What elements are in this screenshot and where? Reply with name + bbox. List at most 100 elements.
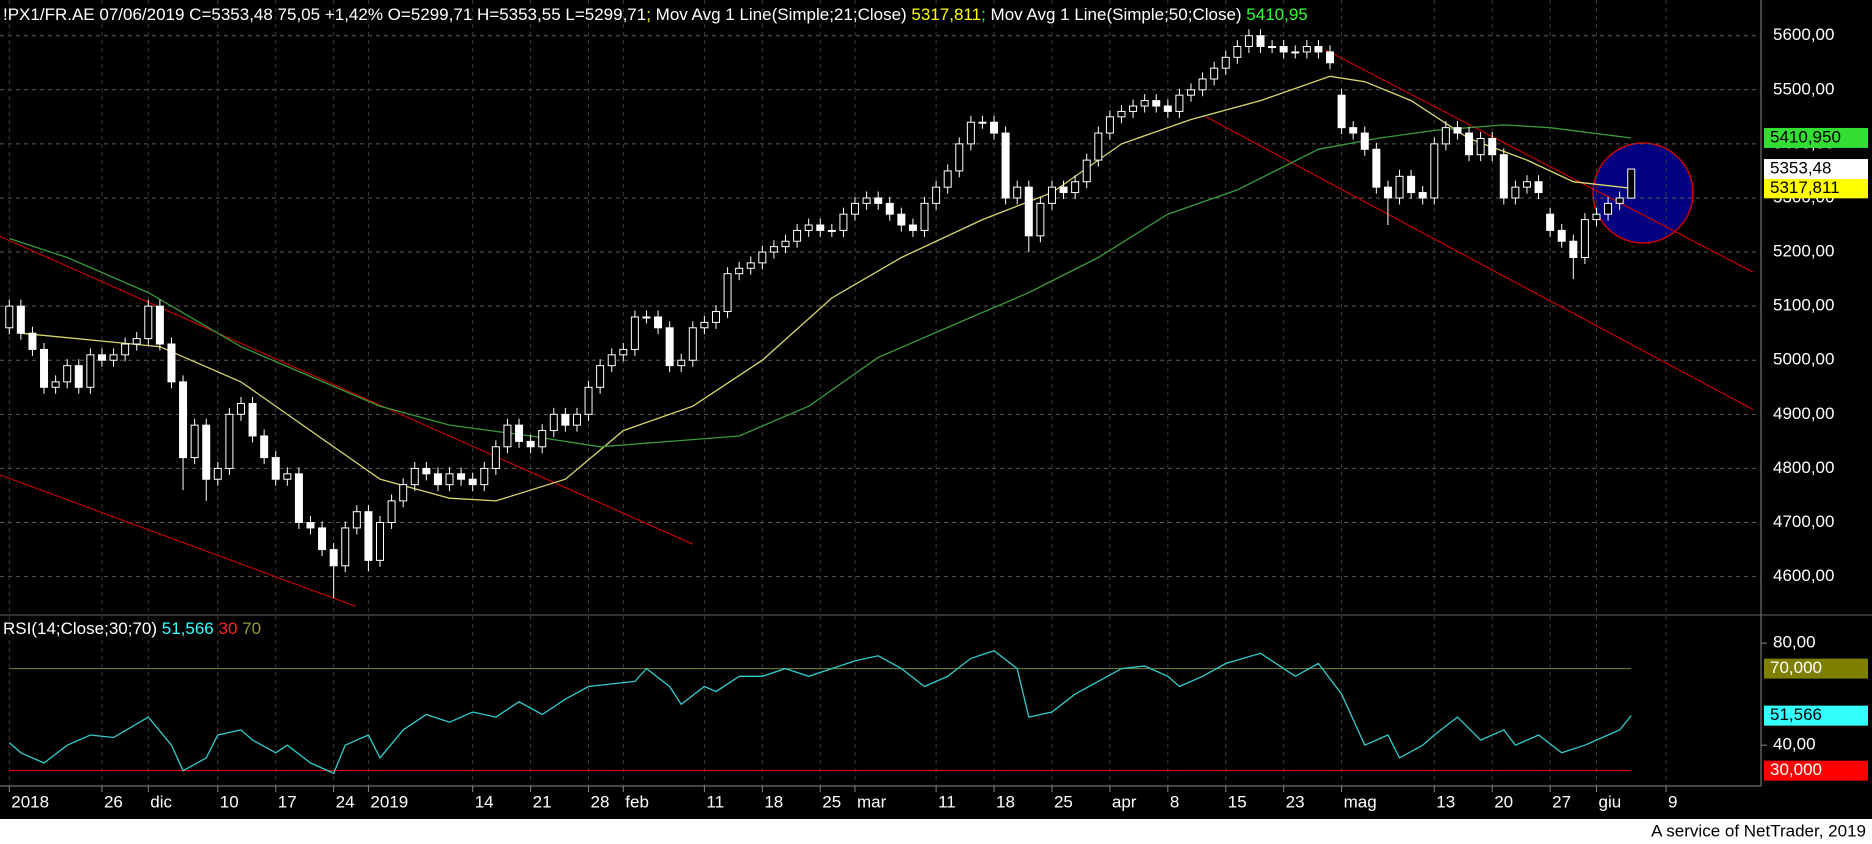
moving-average bbox=[20, 75, 1632, 502]
trend-line bbox=[0, 474, 356, 607]
candle-body bbox=[1117, 110, 1126, 118]
candle-body bbox=[190, 424, 199, 459]
candle-body bbox=[851, 202, 860, 215]
candle-body bbox=[758, 251, 767, 264]
candle-body bbox=[515, 424, 524, 442]
candle-body bbox=[28, 332, 37, 350]
x-tick-label: 21 bbox=[533, 792, 552, 811]
candle-body bbox=[781, 240, 790, 248]
candle-body bbox=[746, 262, 755, 269]
y-tick-label: 4800,00 bbox=[1773, 458, 1834, 477]
candle-body bbox=[179, 381, 188, 459]
candle-body bbox=[1001, 132, 1010, 199]
x-tick-label: 9 bbox=[1668, 792, 1677, 811]
candle-body bbox=[306, 522, 315, 529]
candle-body bbox=[526, 440, 535, 448]
y-tick-label: 5000,00 bbox=[1773, 350, 1834, 369]
candle-body bbox=[1349, 127, 1358, 134]
x-tick-label: 11 bbox=[938, 792, 956, 811]
x-tick-label: 2018 bbox=[11, 792, 49, 811]
candle-body bbox=[1279, 46, 1288, 53]
highlight-circle bbox=[1592, 142, 1694, 244]
candle-body bbox=[213, 467, 222, 480]
header-part: 30 bbox=[218, 619, 238, 638]
candle-body bbox=[1163, 105, 1172, 112]
candle-body bbox=[549, 413, 558, 432]
candle-body bbox=[1488, 137, 1497, 156]
header-part: 5410,95 bbox=[1246, 5, 1308, 24]
candle-body bbox=[1268, 46, 1277, 49]
y-tick-label: 5600,00 bbox=[1773, 25, 1834, 44]
candle-body bbox=[1337, 94, 1346, 129]
candle-body bbox=[202, 424, 211, 480]
candle-body bbox=[769, 246, 778, 253]
y-tick-label: 5200,00 bbox=[1773, 242, 1834, 261]
candle-body bbox=[723, 273, 732, 313]
x-tick-label: 11 bbox=[706, 792, 724, 811]
candle-body bbox=[1522, 181, 1531, 188]
ma-last-label: 5410,950 bbox=[1770, 127, 1841, 146]
trend-line bbox=[1205, 116, 1754, 410]
x-tick-label: 15 bbox=[1228, 792, 1247, 811]
ma-last-label-box bbox=[1764, 178, 1868, 199]
candle-body bbox=[619, 348, 628, 356]
close-label-box bbox=[1764, 159, 1868, 180]
x-tick-label: 8 bbox=[1170, 792, 1179, 811]
candle-body bbox=[572, 413, 581, 426]
x-tick-label: 25 bbox=[1054, 792, 1073, 811]
candle-body bbox=[1198, 78, 1207, 91]
candle-body bbox=[827, 229, 836, 232]
candle-body bbox=[1244, 35, 1253, 48]
candle-body bbox=[1291, 51, 1300, 54]
header-part: ; bbox=[646, 5, 651, 24]
candle-body bbox=[630, 316, 639, 350]
x-tick-label: mar bbox=[857, 792, 887, 811]
candle-body bbox=[457, 473, 466, 480]
ma-last-label-box bbox=[1764, 127, 1868, 148]
header-part: RSI(14;Close;30;70) bbox=[3, 619, 162, 638]
candle-body bbox=[642, 316, 651, 319]
trend-line bbox=[1325, 49, 1754, 273]
candle-body bbox=[793, 229, 802, 242]
candle-body bbox=[990, 121, 999, 134]
y-tick-label: 5500,00 bbox=[1773, 79, 1834, 98]
candle-body bbox=[364, 511, 373, 561]
rsi-level-label-box bbox=[1764, 760, 1868, 781]
header-part: Mov Avg 1 Line(Simple;21;Close) bbox=[650, 5, 912, 24]
candle-body bbox=[874, 197, 883, 204]
candle-body bbox=[1024, 186, 1033, 237]
candle-body bbox=[920, 202, 929, 231]
candle-body bbox=[1465, 132, 1474, 156]
candle-body bbox=[966, 121, 975, 145]
y-tick-label: 5100,00 bbox=[1773, 296, 1834, 315]
candle-body bbox=[688, 327, 697, 361]
x-tick-label: 2019 bbox=[370, 792, 408, 811]
candle-body bbox=[1604, 202, 1613, 215]
candle-body bbox=[387, 500, 396, 524]
candle-body bbox=[503, 424, 512, 448]
candle-body bbox=[225, 413, 234, 469]
ma-last-label: 5317,811 bbox=[1770, 178, 1840, 197]
candle-body bbox=[109, 354, 118, 361]
candle-body bbox=[816, 224, 825, 231]
footer-band bbox=[0, 819, 1872, 844]
candle-body bbox=[607, 354, 616, 367]
candle-body bbox=[144, 305, 153, 340]
y-tick-label: 4900,00 bbox=[1773, 404, 1834, 423]
candle-body bbox=[711, 311, 720, 323]
candle-body bbox=[1302, 46, 1311, 53]
candle-body bbox=[5, 305, 14, 329]
rsi-tick-label: 80,00 bbox=[1773, 633, 1816, 652]
candle-body bbox=[1430, 143, 1439, 199]
header-part: 51,566 bbox=[161, 619, 214, 638]
rsi-last-label: 51,566 bbox=[1770, 705, 1822, 724]
candle-body bbox=[1546, 213, 1555, 231]
candle-body bbox=[735, 267, 744, 275]
rsi-title: RSI(14;Close;30;70) 51,566 30 70 bbox=[3, 619, 261, 639]
candle-body bbox=[445, 473, 454, 486]
rsi-line bbox=[8, 649, 1632, 775]
candle-body bbox=[491, 446, 500, 469]
candle-body bbox=[1557, 229, 1566, 242]
candle-body bbox=[538, 430, 547, 448]
